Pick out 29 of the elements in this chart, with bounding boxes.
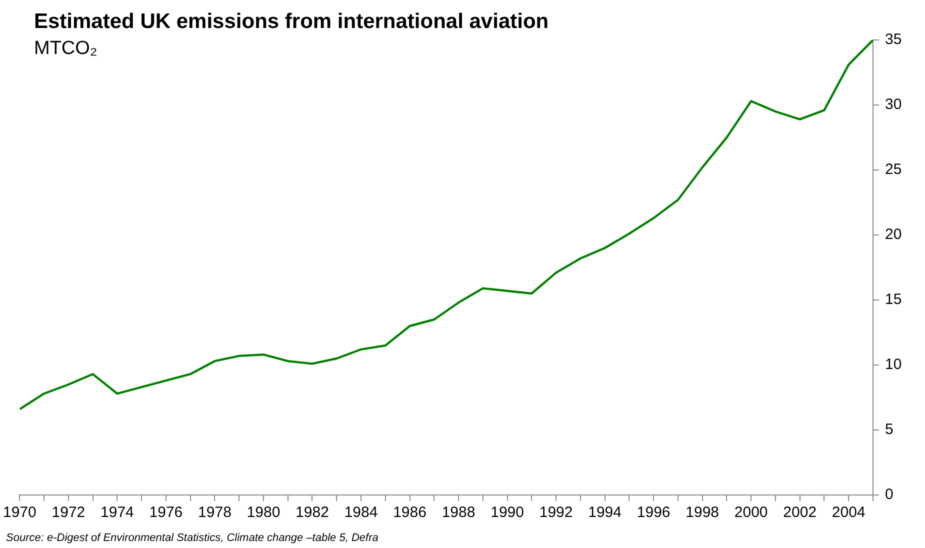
- x-tick-label: 1984: [344, 504, 378, 522]
- x-tick-label: 2002: [783, 504, 817, 522]
- y-tick-label: 20: [885, 226, 902, 244]
- chart-title: Estimated UK emissions from international aviation: [34, 10, 549, 34]
- y-tick-label: 10: [885, 356, 902, 374]
- x-tick-label: 1978: [198, 504, 232, 522]
- x-tick-label: 1976: [149, 504, 183, 522]
- source-note: Source: e-Digest of Environmental Statistics, Climate change –table 5, Defra: [6, 532, 378, 544]
- x-tick-label: 1982: [296, 504, 329, 522]
- x-tick-label: 2000: [734, 504, 768, 522]
- chart-subtitle: MTCO₂: [34, 38, 98, 60]
- x-tick-label: 1986: [393, 504, 426, 522]
- x-tick-label: 2004: [832, 504, 866, 522]
- x-tick-label: 1990: [490, 504, 524, 522]
- x-tick-label: 1972: [52, 504, 86, 522]
- x-tick-label: 1994: [588, 504, 622, 522]
- y-tick-label: 35: [885, 31, 902, 48]
- y-tick-label: 15: [885, 291, 902, 308]
- y-tick-label: 0: [885, 486, 894, 504]
- x-tick-label: 1970: [2, 504, 36, 522]
- x-tick-label: 1974: [100, 504, 134, 522]
- y-tick-label: 5: [885, 421, 894, 438]
- x-tick-label: 1996: [636, 504, 670, 522]
- x-tick-label: 1980: [246, 504, 280, 522]
- x-tick-label: 1992: [539, 504, 573, 522]
- x-tick-label: 1988: [442, 504, 476, 522]
- y-tick-label: 30: [885, 96, 902, 114]
- x-tick-label: 1998: [686, 504, 720, 522]
- y-tick-label: 25: [885, 161, 902, 178]
